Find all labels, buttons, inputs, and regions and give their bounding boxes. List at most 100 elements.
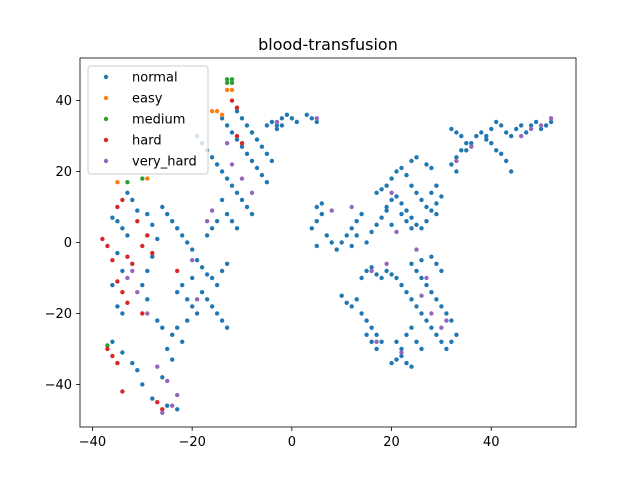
point-normal-110 xyxy=(314,119,319,125)
point-normal-157 xyxy=(389,222,394,227)
point-very_hard-22 xyxy=(394,229,399,235)
point-normal-108 xyxy=(304,112,309,118)
point-normal-229 xyxy=(454,169,459,174)
point-normal-51 xyxy=(180,339,185,344)
y-tick-label: −40 xyxy=(45,378,72,393)
point-normal-101 xyxy=(274,123,280,128)
point-hard-20 xyxy=(234,105,240,110)
legend-item-medium: medium xyxy=(103,113,185,128)
point-normal-237 xyxy=(499,123,504,128)
point-normal-9 xyxy=(110,339,115,344)
point-normal-14 xyxy=(125,190,130,195)
point-normal-251 xyxy=(509,169,514,174)
point-hard-6 xyxy=(105,346,110,352)
point-normal-73 xyxy=(249,211,255,217)
point-normal-60 xyxy=(219,268,225,274)
point-normal-74 xyxy=(219,197,225,203)
point-normal-18 xyxy=(150,222,155,227)
point-normal-50 xyxy=(170,332,175,337)
point-very_hard-38 xyxy=(469,144,474,149)
point-normal-228 xyxy=(449,162,454,167)
point-very_hard-29 xyxy=(384,261,389,266)
point-normal-182 xyxy=(379,275,384,281)
point-normal-181 xyxy=(374,272,379,277)
point-normal-189 xyxy=(414,304,419,309)
point-normal-173 xyxy=(374,332,379,337)
series-normal xyxy=(110,109,554,412)
point-very_hard-25 xyxy=(429,311,434,316)
point-normal-160 xyxy=(439,194,444,199)
point-very_hard-14 xyxy=(224,141,230,146)
point-normal-124 xyxy=(359,211,364,217)
point-normal-26 xyxy=(165,346,170,352)
point-normal-86 xyxy=(244,151,250,156)
point-normal-156 xyxy=(409,226,414,231)
point-very_hard-24 xyxy=(424,275,429,281)
points-layer xyxy=(100,77,554,415)
point-very_hard-31 xyxy=(374,339,379,344)
point-normal-45 xyxy=(185,297,190,302)
point-normal-236 xyxy=(494,119,499,125)
legend-label: hard xyxy=(132,134,162,149)
point-normal-178 xyxy=(359,275,364,281)
point-hard-2 xyxy=(110,258,115,263)
point-hard-9 xyxy=(120,389,125,394)
point-normal-28 xyxy=(160,375,165,380)
point-normal-177 xyxy=(364,332,369,337)
point-normal-48 xyxy=(185,318,190,323)
point-normal-114 xyxy=(314,204,319,210)
point-normal-208 xyxy=(429,254,434,259)
point-normal-196 xyxy=(449,339,454,344)
point-normal-205 xyxy=(414,268,419,274)
point-normal-23 xyxy=(145,297,150,302)
point-very_hard-3 xyxy=(145,311,150,316)
point-normal-171 xyxy=(364,318,369,323)
point-normal-8 xyxy=(120,311,125,316)
point-normal-239 xyxy=(509,133,514,139)
point-normal-152 xyxy=(389,197,394,203)
point-normal-80 xyxy=(204,233,210,238)
point-normal-72 xyxy=(244,204,250,210)
point-normal-103 xyxy=(284,112,290,118)
point-normal-93 xyxy=(244,123,250,128)
point-normal-13 xyxy=(140,382,145,387)
point-normal-126 xyxy=(349,243,354,249)
point-normal-112 xyxy=(314,219,319,224)
point-very_hard-0 xyxy=(125,275,130,281)
point-normal-231 xyxy=(469,141,474,146)
point-normal-170 xyxy=(359,311,364,316)
point-normal-4 xyxy=(115,250,120,256)
point-normal-109 xyxy=(309,116,314,121)
point-normal-210 xyxy=(439,268,444,274)
point-normal-17 xyxy=(145,211,150,217)
y-tick-label: 40 xyxy=(55,94,72,109)
point-easy-5 xyxy=(115,180,120,185)
point-easy-4 xyxy=(229,87,235,93)
point-normal-30 xyxy=(165,403,170,408)
point-very_hard-20 xyxy=(349,204,354,210)
point-normal-252 xyxy=(489,141,494,146)
point-normal-99 xyxy=(264,123,270,128)
point-very_hard-17 xyxy=(274,119,280,125)
point-very_hard-2 xyxy=(135,290,140,295)
x-tick-label: −20 xyxy=(178,435,205,450)
point-normal-107 xyxy=(279,123,285,128)
point-normal-187 xyxy=(404,290,409,295)
point-normal-38 xyxy=(190,247,195,252)
point-normal-89 xyxy=(259,172,265,178)
point-normal-138 xyxy=(404,172,409,178)
point-hard-13 xyxy=(150,250,155,256)
point-normal-53 xyxy=(204,297,210,302)
legend-item-very_hard: very_hard xyxy=(103,155,197,170)
point-normal-248 xyxy=(494,148,499,153)
point-easy-6 xyxy=(145,176,150,181)
point-normal-215 xyxy=(409,364,414,369)
point-normal-130 xyxy=(379,215,384,220)
point-normal-175 xyxy=(374,346,379,352)
point-very_hard-18 xyxy=(314,116,319,121)
point-normal-97 xyxy=(264,151,270,156)
point-normal-243 xyxy=(528,123,534,128)
point-normal-92 xyxy=(239,116,245,121)
point-normal-75 xyxy=(224,211,230,217)
point-hard-3 xyxy=(115,279,120,284)
